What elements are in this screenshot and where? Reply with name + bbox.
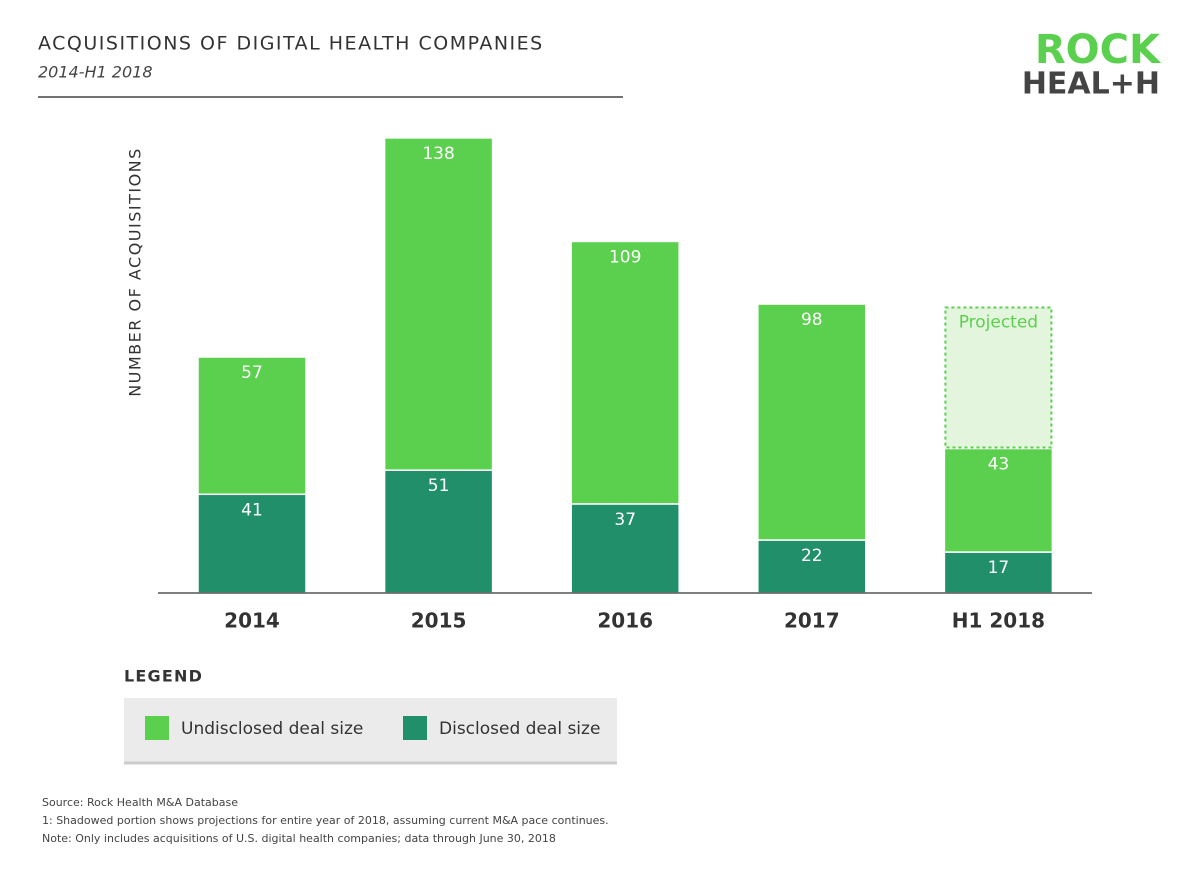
legend-swatch (145, 716, 169, 740)
value-label: 57 (241, 363, 263, 383)
x-tick-label: H1 2018 (952, 609, 1045, 633)
chart-title: ACQUISITIONS OF DIGITAL HEALTH COMPANIES (38, 33, 544, 55)
bar (570, 503, 680, 594)
x-tick-label: 2015 (411, 609, 467, 633)
footnote: Note: Only includes acquisitions of U.S.… (42, 832, 556, 845)
footnote: 1: Shadowed portion shows projections fo… (42, 814, 609, 827)
value-label: 22 (801, 546, 823, 566)
logo-line: HEAL+H (1022, 67, 1160, 102)
logo-line: ROCK (1035, 27, 1162, 73)
bar (943, 447, 1054, 553)
bar (570, 240, 680, 505)
value-label: 41 (241, 500, 263, 520)
bar (757, 303, 867, 541)
bar (383, 137, 494, 471)
bar (757, 539, 867, 594)
legend-title: LEGEND (124, 667, 203, 686)
value-label: 43 (988, 455, 1010, 475)
value-label: 37 (614, 510, 636, 530)
bar (197, 493, 307, 594)
legend-box (124, 698, 617, 763)
value-label: 138 (422, 144, 454, 164)
y-axis-label: NUMBER OF ACQUISITIONS (126, 147, 145, 397)
projected-label: Projected (959, 312, 1038, 332)
value-label: 98 (801, 310, 823, 330)
footnote: Source: Rock Health M&A Database (42, 796, 238, 809)
chart-subtitle: 2014-H1 2018 (38, 63, 153, 82)
bar (197, 356, 307, 496)
projected-bar (944, 306, 1053, 449)
legend-label: Disclosed deal size (439, 719, 600, 739)
value-label: 51 (428, 476, 450, 496)
legend-swatch (403, 716, 427, 740)
value-label: 17 (988, 558, 1010, 578)
legend-label: Undisclosed deal size (181, 719, 363, 739)
x-tick-label: 2017 (784, 609, 840, 633)
value-label: 109 (609, 247, 641, 267)
x-tick-label: 2014 (224, 609, 280, 633)
x-tick-label: 2016 (597, 609, 653, 633)
bar (383, 469, 494, 594)
